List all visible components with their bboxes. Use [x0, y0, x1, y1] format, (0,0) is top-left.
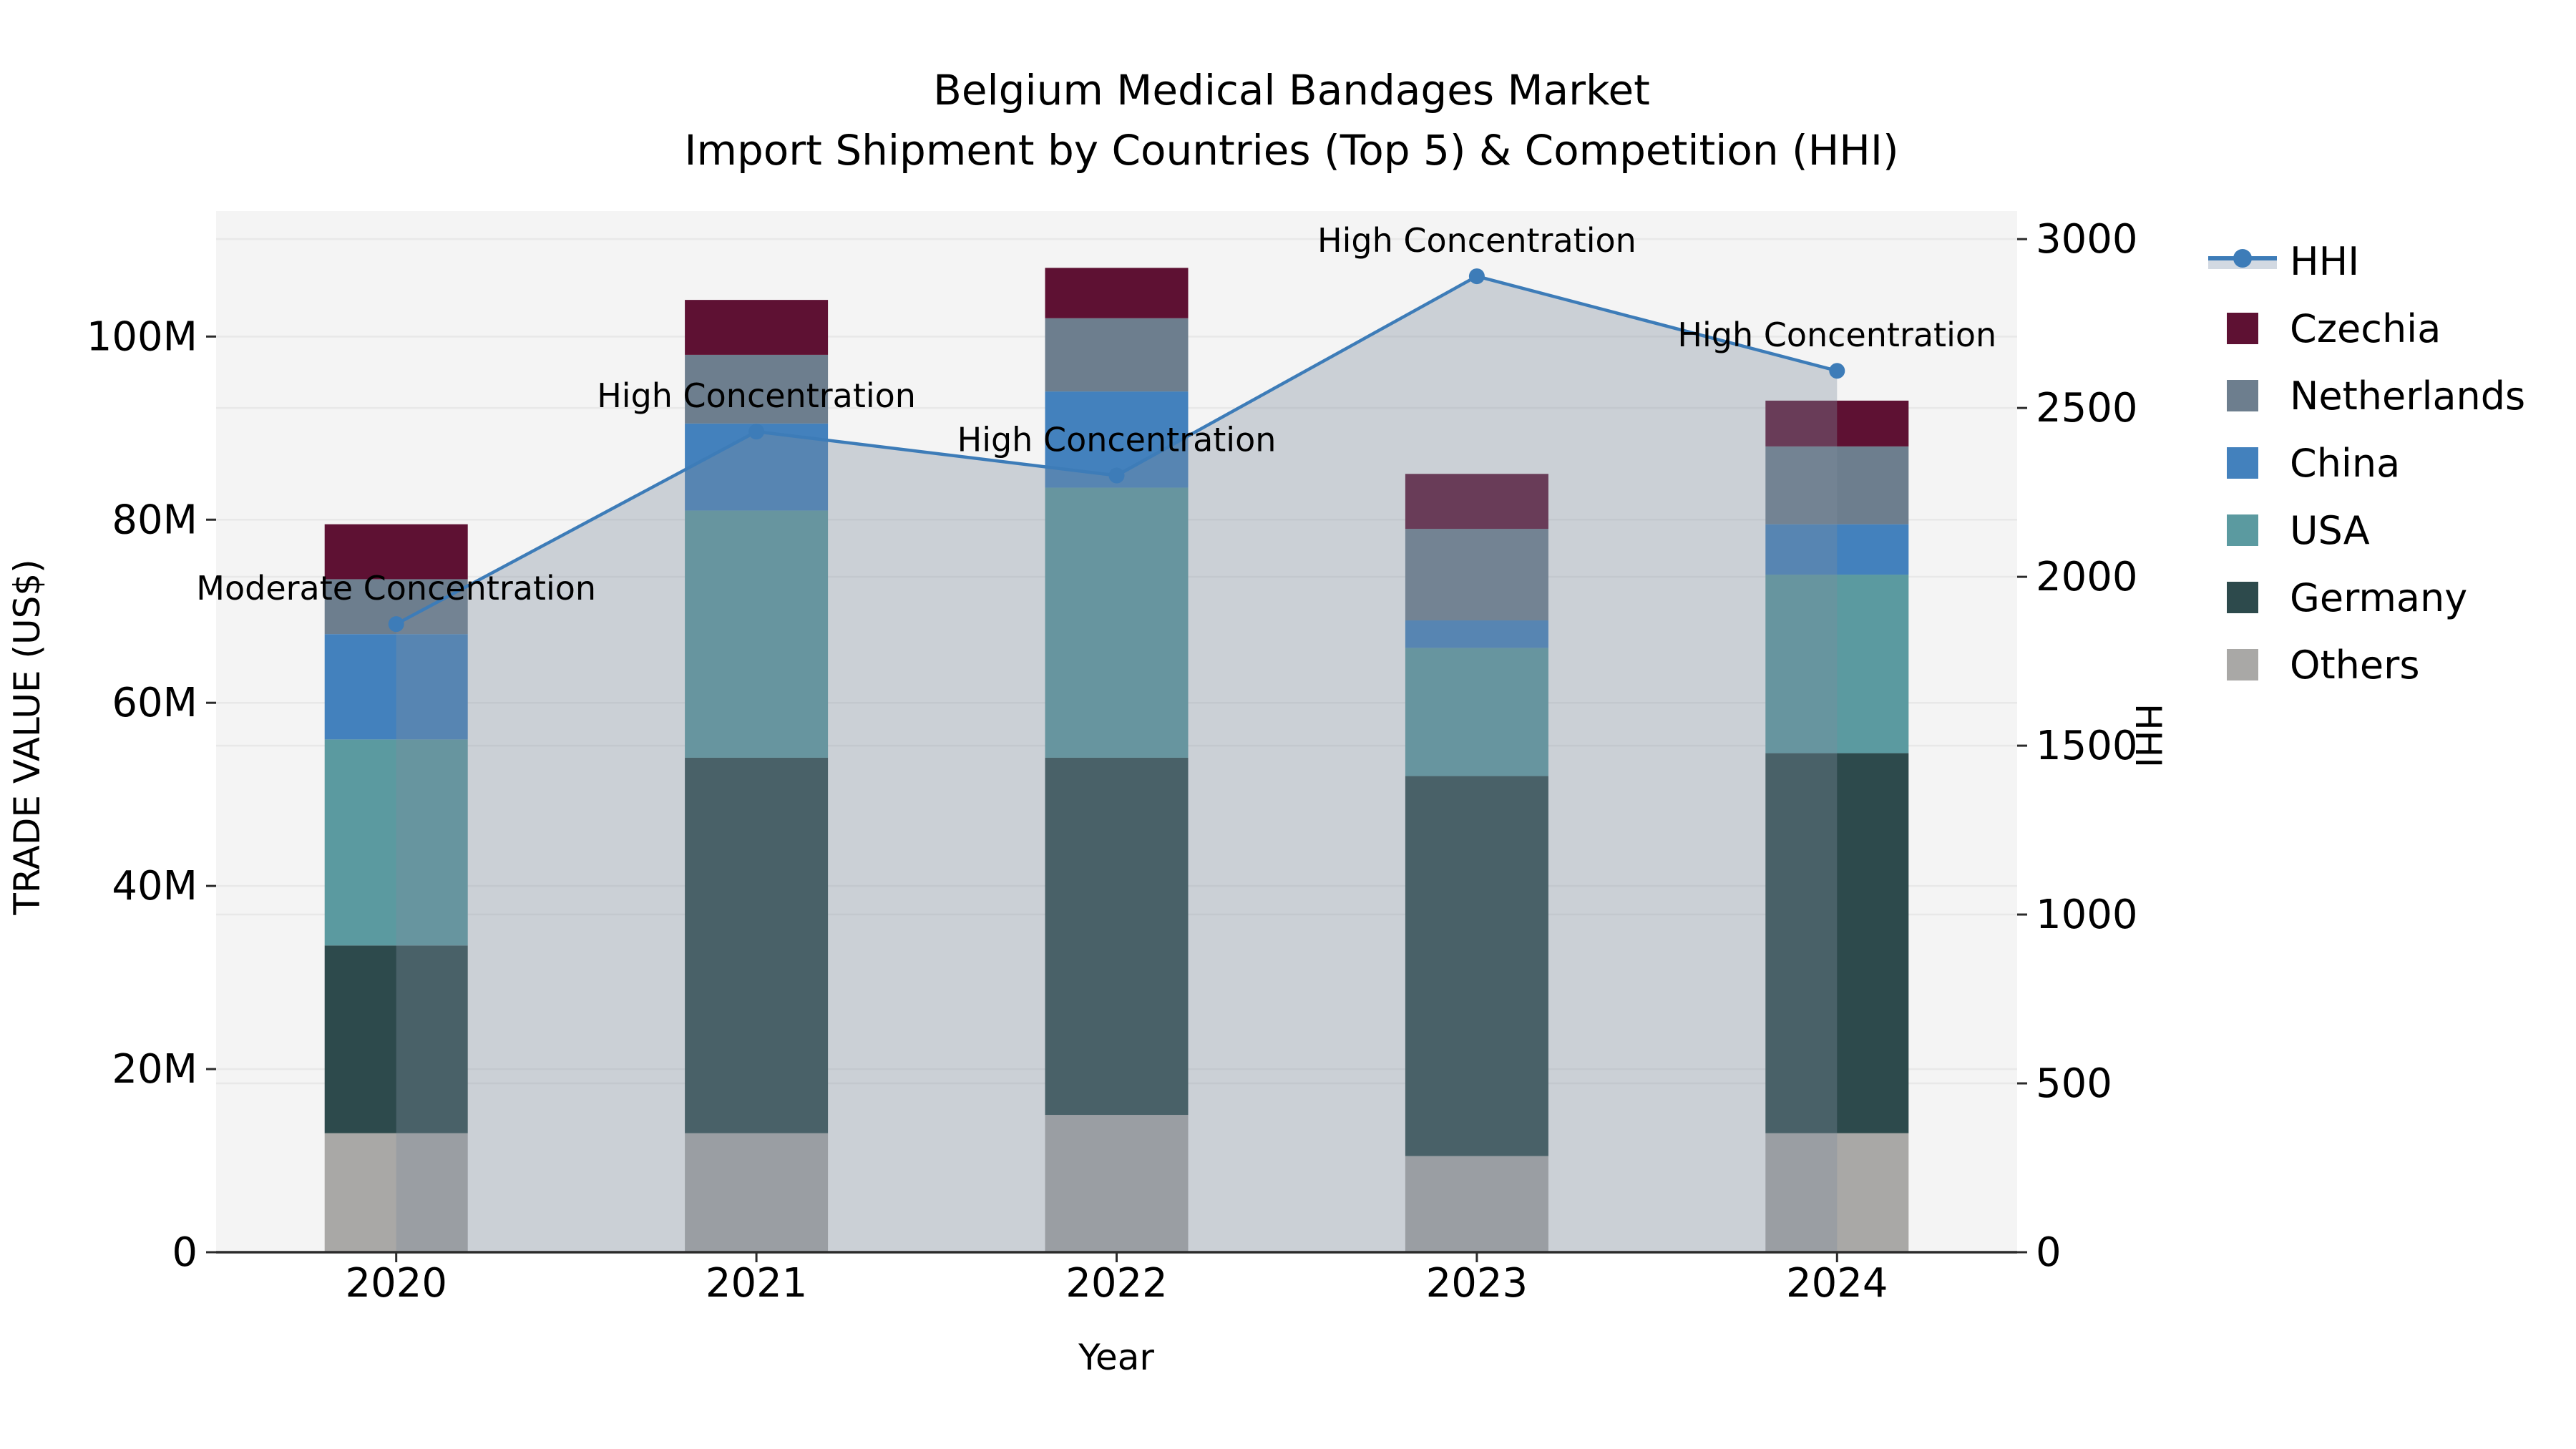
hhi-line-swatch-icon: [2208, 249, 2290, 273]
bar-segment-germany-2022: [1045, 757, 1189, 1116]
legend-swatch-icon: [2208, 582, 2290, 613]
netherlands-color-swatch: [2227, 380, 2258, 411]
bar-segment-china-2020: [324, 634, 468, 740]
bar-segment-germany-2023: [1405, 776, 1548, 1156]
annotation-2022: High Concentration: [957, 421, 1277, 459]
usa-color-swatch: [2227, 514, 2258, 546]
hhi-fill-area: [396, 276, 1838, 1253]
legend-label-germany: Germany: [2290, 575, 2468, 620]
legend-swatch-icon: [2208, 649, 2290, 680]
bar-segment-czechia-2020: [324, 524, 468, 580]
bar-segment-netherlands-2021: [685, 354, 829, 424]
legend-item-netherlands: Netherlands: [2208, 362, 2525, 429]
y-axis-right-title: HHI: [2127, 703, 2169, 768]
y-left-tick-label: 40M: [112, 863, 197, 909]
legend-item-germany: Germany: [2208, 564, 2525, 631]
bar-segment-china-2023: [1405, 620, 1548, 648]
legend-swatch-icon: [2208, 447, 2290, 479]
y-right-tick-label: 1000: [2036, 892, 2138, 938]
bar-segment-netherlands-2024: [1765, 446, 1909, 525]
hhi-point-2021: [748, 424, 765, 440]
bar-segment-others-2024: [1765, 1133, 1909, 1252]
x-tick-label: 2024: [1786, 1260, 1888, 1307]
bar-segment-czechia-2023: [1405, 474, 1548, 530]
bar-segment-czechia-2021: [685, 300, 829, 355]
y-right-tick-label: 2500: [2036, 385, 2138, 431]
hhi-point-2024: [1829, 363, 1845, 379]
legend-label-czechia: Czechia: [2290, 306, 2441, 351]
bar-segment-czechia-2024: [1765, 400, 1909, 447]
y-left-tick-label: 80M: [112, 497, 197, 543]
bar-segment-usa-2021: [685, 510, 829, 758]
hhi-point-2023: [1468, 268, 1485, 285]
hhi-point-2022: [1108, 467, 1125, 484]
annotation-2023: High Concentration: [1317, 221, 1636, 260]
legend-label-netherlands: Netherlands: [2290, 373, 2526, 419]
bar-segment-netherlands-2022: [1045, 318, 1189, 392]
czechia-color-swatch: [2227, 313, 2258, 344]
chart-title: Belgium Medical Bandages Market Import S…: [684, 60, 1898, 180]
legend-swatch-icon: [2208, 514, 2290, 546]
y-right-tick-label: 1500: [2036, 723, 2138, 769]
legend-swatch-icon: [2208, 313, 2290, 344]
chart-title-line2: Import Shipment by Countries (Top 5) & C…: [684, 126, 1899, 175]
bar-segment-usa-2022: [1045, 487, 1189, 758]
legend-label-china: China: [2290, 440, 2401, 486]
x-axis-title: Year: [1078, 1337, 1154, 1378]
x-tick-label: 2020: [345, 1260, 447, 1307]
y-left-tick-label: 100M: [87, 313, 197, 360]
bar-segment-others-2021: [685, 1133, 829, 1252]
legend-item-usa: USA: [2208, 497, 2525, 564]
bar-segment-others-2022: [1045, 1115, 1189, 1252]
y-left-tick-label: 20M: [112, 1046, 197, 1093]
chart-title-line1: Belgium Medical Bandages Market: [933, 66, 1650, 114]
bar-segment-others-2023: [1405, 1156, 1548, 1252]
annotation-2024: High Concentration: [1677, 316, 1996, 354]
legend-label-usa: USA: [2290, 507, 2370, 553]
annotation-2020: Moderate Concentration: [196, 569, 596, 608]
bar-segment-germany-2020: [324, 945, 468, 1133]
hhi-line-sample: [2208, 249, 2277, 273]
x-tick-label: 2022: [1065, 1260, 1168, 1307]
legend: HHI Czechia Netherlands China USA Germany Othe…: [2208, 228, 2525, 698]
bar-segment-netherlands-2023: [1405, 529, 1548, 621]
legend-item-others: Others: [2208, 631, 2525, 698]
bar-segment-china-2024: [1765, 524, 1909, 575]
bar-segment-usa-2023: [1405, 648, 1548, 776]
others-color-swatch: [2227, 649, 2258, 680]
bar-segment-germany-2024: [1765, 753, 1909, 1133]
bar-segment-usa-2024: [1765, 575, 1909, 753]
germany-color-swatch: [2227, 582, 2258, 613]
legend-item-czechia: Czechia: [2208, 295, 2525, 362]
legend-item-china: China: [2208, 429, 2525, 497]
bar-segment-usa-2020: [324, 739, 468, 946]
annotation-2021: High Concentration: [597, 376, 916, 415]
y-left-tick-label: 0: [172, 1229, 197, 1276]
x-tick-label: 2021: [706, 1260, 808, 1307]
china-color-swatch: [2227, 447, 2258, 479]
legend-item-hhi: HHI: [2208, 228, 2525, 295]
bar-segment-others-2020: [324, 1133, 468, 1252]
bar-segment-germany-2021: [685, 757, 829, 1133]
y-left-tick-label: 60M: [112, 680, 197, 726]
x-tick-label: 2023: [1426, 1260, 1528, 1307]
y-axis-left-title: TRADE VALUE (US$): [6, 559, 48, 915]
legend-label-others: Others: [2290, 642, 2420, 688]
y-right-tick-label: 0: [2036, 1229, 2062, 1276]
y-right-tick-label: 500: [2036, 1060, 2112, 1107]
bar-segment-czechia-2022: [1045, 268, 1189, 318]
hhi-sample-dot: [2233, 249, 2252, 268]
legend-swatch-icon: [2208, 380, 2290, 411]
y-right-tick-label: 2000: [2036, 554, 2138, 600]
hhi-point-2020: [388, 616, 404, 633]
legend-label-hhi: HHI: [2290, 238, 2360, 284]
y-right-tick-label: 3000: [2036, 216, 2138, 263]
